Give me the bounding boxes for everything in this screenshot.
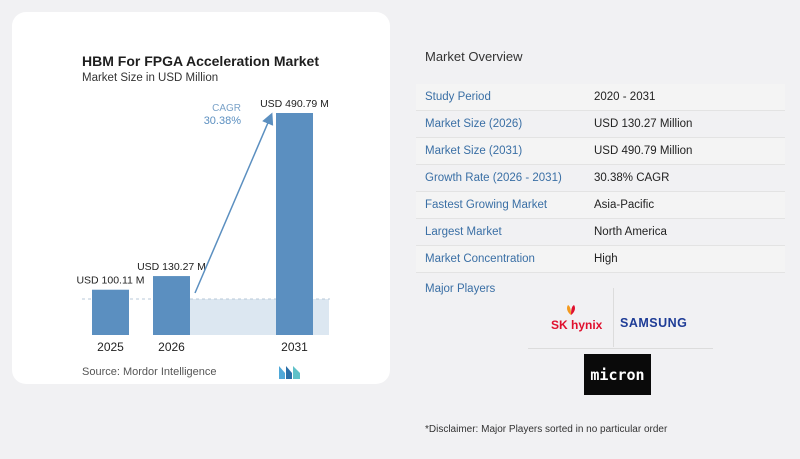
overview-row: Fastest Growing Market Asia-Pacific [416, 192, 785, 219]
overview-value: USD 490.79 Million [594, 145, 693, 157]
x-tick-label: 2026 [158, 340, 185, 354]
overview-label: Fastest Growing Market [425, 199, 548, 211]
overview-value: High [594, 253, 618, 265]
overview-label: Growth Rate (2026 - 2031) [425, 172, 562, 184]
overview-label: Market Size (2026) [425, 118, 523, 130]
overview-label: Study Period [425, 91, 491, 103]
players-divider [528, 348, 713, 349]
x-tick-label: 2025 [97, 340, 124, 354]
bar-chart: USD 100.11 M 2025 USD 130.27 M 2026 USD 490.… [76, 98, 330, 354]
players-divider [613, 288, 614, 347]
major-players-title: Major Players [425, 283, 496, 295]
overview-label: Market Concentration [425, 253, 535, 265]
bar-2026 [153, 276, 190, 335]
bar-value-label: USD 100.11 M [76, 275, 144, 287]
micron-logo: micron [584, 354, 651, 395]
overview-row: Growth Rate (2026 - 2031) 30.38% CAGR [416, 165, 785, 192]
overview-label: Largest Market [425, 226, 502, 238]
major-players: SK hynix SAMSUNG micron [528, 288, 713, 398]
sk-butterfly-icon [567, 305, 575, 315]
overview-row: Market Size (2026) USD 130.27 Million [416, 111, 785, 138]
overview-value: USD 130.27 Million [594, 118, 693, 130]
overview-value: 30.38% CAGR [594, 172, 670, 184]
disclaimer: *Disclaimer: Major Players sorted in no … [425, 424, 668, 435]
mordor-logo-icon [279, 366, 300, 379]
chart-subtitle: Market Size in USD Million [82, 72, 219, 84]
overview-title: Market Overview [425, 49, 523, 64]
overview-value: 2020 - 2031 [594, 91, 656, 103]
overview-value: Asia-Pacific [594, 199, 655, 211]
samsung-logo: SAMSUNG [620, 316, 688, 330]
bar-value-label: USD 490.79 M [260, 98, 329, 110]
source-text: Source: Mordor Intelligence [82, 366, 217, 378]
bar-2031 [276, 113, 313, 335]
overview-row: Study Period 2020 - 2031 [416, 84, 785, 111]
cagr-arrow [194, 112, 274, 294]
chart-title: HBM For FPGA Acceleration Market [82, 53, 320, 69]
bar-2025 [92, 289, 129, 335]
overview-table: Study Period 2020 - 2031 Market Size (202… [416, 84, 785, 273]
cagr-value: 30.38% [204, 115, 242, 127]
cagr-label: CAGR [212, 103, 241, 114]
sk-hynix-wordmark: SK hynix [551, 318, 603, 332]
overview-row: Market Size (2031) USD 490.79 Million [416, 138, 785, 165]
overview-label: Market Size (2031) [425, 145, 523, 157]
x-tick-label: 2031 [281, 340, 308, 354]
bar-value-label: USD 130.27 M [137, 261, 206, 273]
overview-row: Market Concentration High [416, 246, 785, 273]
overview-row: Largest Market North America [416, 219, 785, 246]
sk-hynix-logo: SK hynix [551, 304, 603, 334]
overview-value: North America [594, 226, 667, 238]
